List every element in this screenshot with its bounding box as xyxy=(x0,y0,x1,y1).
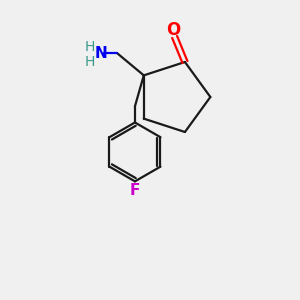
Text: H: H xyxy=(85,40,95,54)
Text: N: N xyxy=(95,46,107,61)
Text: H: H xyxy=(85,55,95,69)
Text: F: F xyxy=(130,183,140,198)
Text: O: O xyxy=(166,22,180,40)
